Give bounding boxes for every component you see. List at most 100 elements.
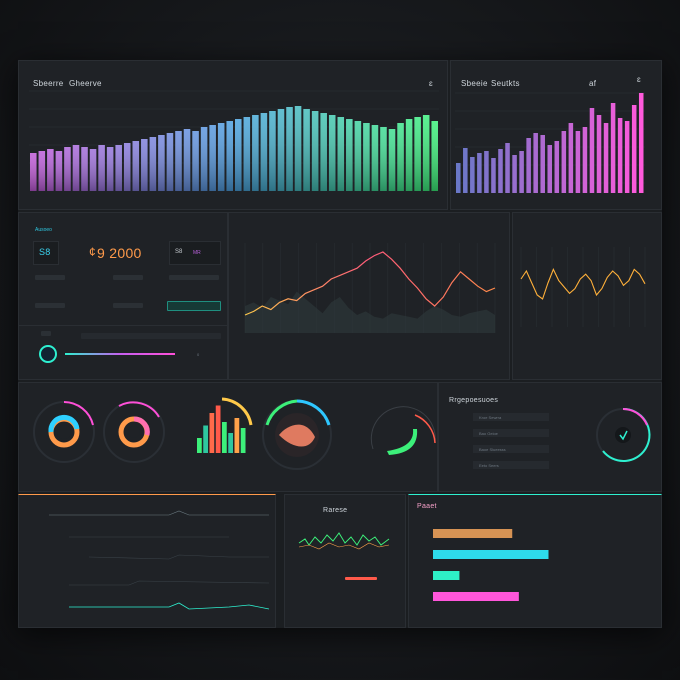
gauge-bar (197, 438, 202, 453)
sessions-subtitle: Seutkts (491, 79, 520, 88)
kpi-main-prefix: ¢ (89, 245, 96, 259)
activity-panel (512, 212, 662, 380)
kpi-progress-bar[interactable] (65, 353, 175, 355)
gauges-panel (18, 382, 438, 492)
kpi-right-box (169, 241, 221, 265)
progress-bar (433, 571, 460, 580)
kpi-row-1-b (113, 275, 143, 280)
sessions-bar (505, 143, 510, 193)
kpi-toggle[interactable] (167, 301, 221, 311)
kpi-row-3-a (41, 331, 51, 336)
sessions-bar (603, 123, 609, 193)
sessions-bar (456, 163, 461, 193)
progress-bar (433, 550, 549, 559)
timeline-traces (49, 510, 270, 610)
overview-title: Sbeerre (33, 79, 64, 88)
rates-title: Rarese (323, 507, 348, 514)
list-title: Rrgepoesuoes (449, 397, 499, 404)
sessions-menu-icon[interactable]: ɛ (637, 75, 641, 84)
gauge-arc-yellow (221, 397, 253, 426)
gauge-bar (203, 425, 208, 453)
kpi-progress-end: 0 (197, 352, 200, 357)
sessions-bar (638, 93, 644, 193)
kpi-label: Ausoeo (35, 227, 52, 233)
sessions-bar (631, 105, 637, 193)
gauge-bar (228, 433, 233, 453)
gauge-bar (234, 418, 240, 453)
sessions-bar (463, 148, 468, 193)
sessions-bar (575, 131, 581, 193)
sessions-panel: Sbeeie Seutkts af ɛ (450, 60, 662, 210)
sessions-bar (484, 151, 489, 193)
trend-area (245, 291, 495, 333)
gauge-bar-chart (197, 405, 246, 453)
overview-subtitle: Gheerve (69, 79, 102, 88)
kpi-row-3-b (81, 333, 221, 339)
sessions-bar (554, 141, 560, 193)
progress-title: Paaet (417, 503, 437, 510)
kpi-row-2-a (35, 303, 65, 308)
progress-bar-chart (433, 529, 549, 601)
list-item-1-label: Kroe Sewrra (479, 415, 502, 420)
sessions-bar (519, 151, 524, 193)
kpi-divider (19, 325, 227, 326)
progress-bar (433, 592, 519, 601)
sessions-bar (568, 123, 574, 193)
sessions-bar (470, 157, 475, 193)
progress-gauge (370, 406, 436, 455)
sessions-bar (561, 131, 567, 193)
gauge-bar (215, 405, 221, 453)
sessions-menu-a[interactable]: af (589, 79, 597, 88)
sessions-bar (547, 145, 553, 193)
sessions-bar (624, 121, 630, 193)
kpi-main-value: 9 2000 (97, 245, 142, 261)
dashboard-board: Sbeerre Gheerve ɛ Sbeeie Seutkts af ɛ Au… (18, 60, 662, 628)
rates-panel: Rarese (284, 494, 406, 628)
sessions-bar (596, 115, 602, 193)
sessions-bar (582, 127, 588, 193)
sessions-bar (617, 118, 623, 193)
sessions-bar (589, 108, 595, 193)
kpi-right-tag: MR (193, 250, 201, 256)
list-item-3-label: Baoe Slueesss (479, 447, 506, 452)
timeline-panel (18, 494, 276, 628)
kpi-left-value: S8 (39, 247, 51, 257)
sessions-bar (533, 133, 538, 193)
activity-line-chart (520, 247, 646, 327)
progress-bar (433, 529, 513, 538)
kpi-right-value: S8 (175, 249, 183, 255)
donut-gauge-2 (103, 401, 165, 463)
kpi-row-1-a (35, 275, 65, 280)
trend-line (244, 251, 496, 316)
sessions-bar (526, 138, 531, 193)
list-item-2-label: Bao Geioe (479, 431, 498, 436)
list-item-4-label: Eeto Seers (479, 463, 499, 468)
gauge-bar (222, 422, 227, 453)
overview-bar-chart (29, 90, 439, 191)
list-item-3[interactable]: Baoe Slueesss (473, 445, 549, 453)
trend-panel (228, 212, 510, 380)
list-item-4[interactable]: Eeto Seers (473, 461, 549, 469)
list-panel: Rrgepoesuoes Kroe Sewrra Bao Geioe Baoe … (438, 382, 662, 492)
gauge-bar (240, 428, 246, 453)
sessions-bar-chart (455, 92, 645, 193)
overview-menu-icon[interactable]: ɛ (429, 79, 433, 88)
sessions-bar (491, 158, 496, 193)
sessions-bar (498, 149, 503, 193)
kpi-left-box (33, 241, 59, 265)
gauge-bar (209, 413, 215, 453)
list-item-1[interactable]: Kroe Sewrra (473, 413, 549, 421)
sessions-bar (477, 153, 482, 193)
rates-marker (345, 577, 377, 580)
kpi-row-2-b (113, 303, 143, 308)
sessions-bar (540, 135, 545, 193)
list-item-2[interactable]: Bao Geioe (473, 429, 549, 437)
sessions-title: Sbeeie (461, 79, 488, 88)
sessions-bar (512, 155, 517, 193)
kpi-panel: Ausoeo S8 ¢ 9 2000 S8 MR 0 (18, 212, 228, 380)
overview-panel: Sbeerre Gheerve ɛ (18, 60, 448, 210)
donut-gauge-1 (33, 401, 95, 463)
kpi-play-button[interactable] (39, 345, 57, 363)
kpi-row-1-c (169, 275, 219, 280)
donut-gauge-3 (262, 399, 332, 470)
